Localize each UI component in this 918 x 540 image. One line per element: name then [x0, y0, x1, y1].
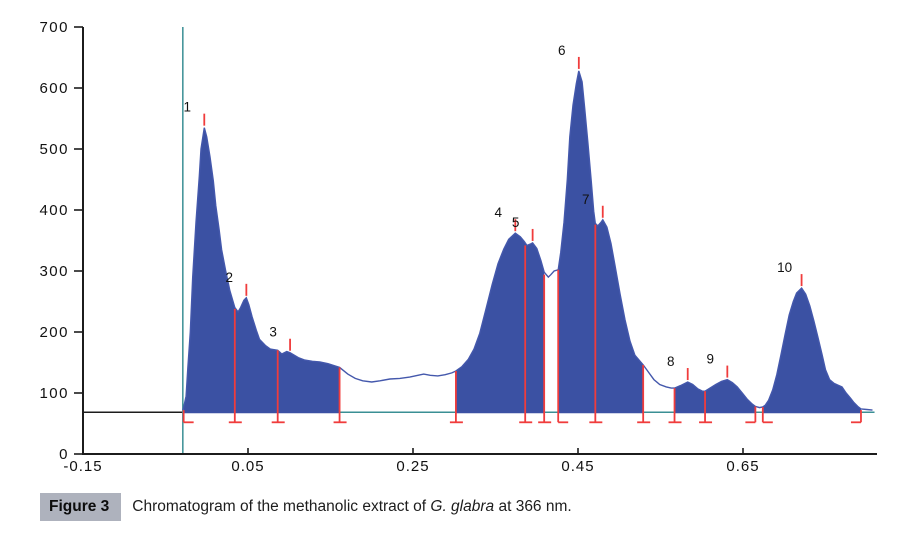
figure-caption-text: Chromatogram of the methanolic extract o… — [132, 498, 571, 516]
caption-prefix: Chromatogram of the methanolic extract o… — [132, 498, 431, 515]
peak-number-label: 1 — [184, 100, 192, 115]
caption-suffix: at 366 nm. — [494, 498, 572, 515]
peak-area-fill — [183, 127, 340, 414]
x-axis-tick-label: 0.05 — [231, 458, 264, 475]
y-axis-tick-label: 300 — [39, 263, 69, 280]
x-axis-tick-label: 0.65 — [726, 458, 759, 475]
peak-area-fill — [558, 70, 644, 414]
figure-caption: Figure 3 Chromatogram of the methanolic … — [40, 493, 572, 521]
peak-number-label: 5 — [512, 215, 520, 230]
y-axis-tick-label: 600 — [39, 80, 69, 97]
x-axis-tick-label: 0.25 — [396, 458, 429, 475]
caption-species-name: G. glabra — [430, 498, 495, 515]
y-axis-tick-label: 200 — [39, 324, 69, 341]
peak-number-label: 8 — [667, 354, 675, 369]
y-axis-tick-label: 500 — [39, 141, 69, 158]
y-axis-tick-label: 700 — [39, 19, 69, 36]
peak-number-label: 7 — [582, 192, 590, 207]
peak-number-label: 2 — [226, 270, 234, 285]
x-axis-tick-label: 0.45 — [561, 458, 594, 475]
y-axis-tick-label: 400 — [39, 202, 69, 219]
y-axis-tick-label: 0 — [59, 446, 69, 463]
x-axis-tick-label: -0.15 — [63, 458, 102, 475]
peak-area-fill — [455, 233, 545, 414]
peak-number-label: 6 — [558, 43, 566, 58]
peak-number-label: 9 — [707, 352, 715, 367]
y-axis-tick-label: 100 — [39, 385, 69, 402]
peak-number-label: 10 — [777, 260, 792, 275]
peak-area-fill — [674, 379, 756, 414]
peak-number-label: 4 — [495, 205, 503, 220]
peak-area-fill — [762, 288, 861, 414]
peak-number-label: 3 — [269, 325, 277, 340]
figure-label: Figure 3 — [40, 493, 122, 521]
